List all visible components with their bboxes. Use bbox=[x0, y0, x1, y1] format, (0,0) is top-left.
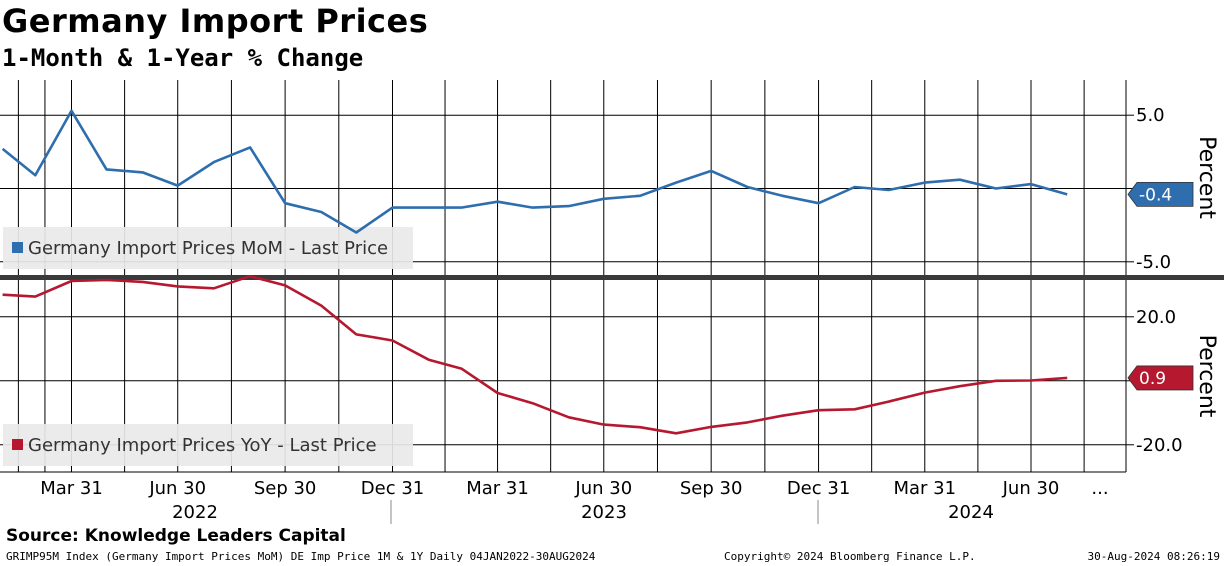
chart-title: Germany Import Prices bbox=[2, 2, 429, 40]
legend-box bbox=[3, 424, 413, 466]
legend-label: Germany Import Prices MoM - Last Price bbox=[28, 238, 388, 259]
y-axis-title: Percent bbox=[1194, 335, 1219, 418]
legend-box bbox=[3, 227, 413, 269]
last-value-badge bbox=[1127, 365, 1194, 391]
x-tick-label: Dec 31 bbox=[787, 478, 850, 499]
source-note: Source: Knowledge Leaders Capital bbox=[6, 526, 346, 546]
footer-index-info: GRIMP95M Index (Germany Import Prices Mo… bbox=[6, 550, 596, 563]
x-tick-label: Sep 30 bbox=[254, 478, 317, 499]
x-tick-label: Jun 30 bbox=[148, 478, 206, 499]
x-tick-label: Jun 30 bbox=[1002, 478, 1060, 499]
legend-swatch bbox=[12, 242, 23, 253]
y-tick-label: -20.0 bbox=[1136, 435, 1183, 456]
x-tick-more: ... bbox=[1091, 478, 1108, 499]
legend-label: Germany Import Prices YoY - Last Price bbox=[28, 435, 377, 456]
x-tick-label: Dec 31 bbox=[361, 478, 424, 499]
x-year-label: 2023 bbox=[581, 502, 627, 523]
panel-borders bbox=[0, 80, 1224, 473]
x-tick-label: Sep 30 bbox=[680, 478, 743, 499]
y-tick-label: -5.0 bbox=[1136, 252, 1171, 273]
x-year-label: 2022 bbox=[172, 502, 218, 523]
x-tick-label: Mar 31 bbox=[40, 478, 103, 499]
legend-swatch bbox=[12, 439, 23, 450]
footer-timestamp: 30-Aug-2024 08:26:19 bbox=[1087, 550, 1220, 563]
last-value-label: 0.9 bbox=[1139, 369, 1166, 389]
x-year-label: 2024 bbox=[948, 502, 994, 523]
last-value-label: -0.4 bbox=[1139, 185, 1172, 205]
y-axis-title: Percent bbox=[1194, 136, 1219, 219]
last-value-badge bbox=[1127, 181, 1194, 207]
x-tick-label: Jun 30 bbox=[574, 478, 632, 499]
y-tick-label: 20.0 bbox=[1136, 307, 1176, 328]
x-tick-label: Mar 31 bbox=[466, 478, 529, 499]
y-tick-label: 5.0 bbox=[1136, 105, 1165, 126]
chart-subtitle: 1-Month & 1-Year % Change bbox=[2, 44, 364, 72]
x-tick-label: Mar 31 bbox=[893, 478, 956, 499]
series-line-mom bbox=[1, 109, 1068, 234]
panel-separator bbox=[0, 275, 1224, 280]
footer-copyright: Copyright© 2024 Bloomberg Finance L.P. bbox=[724, 550, 976, 563]
series-line-yoy bbox=[2, 274, 1068, 435]
